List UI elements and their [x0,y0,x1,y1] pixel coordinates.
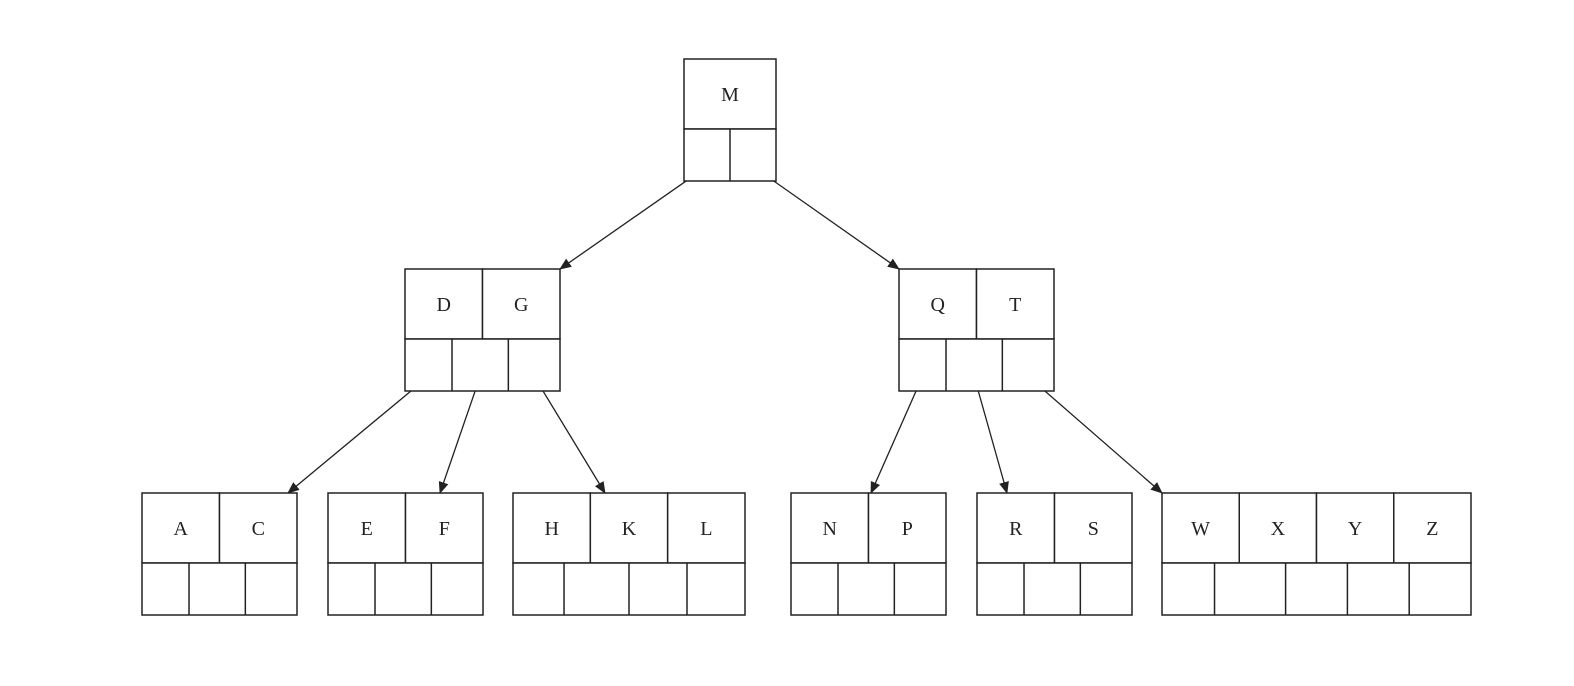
key-label-z: Z [1426,518,1438,540]
edge-dg-to-ac [287,375,429,494]
key-cell [327,492,407,564]
key-cell [666,492,746,564]
key-cell [1161,492,1240,564]
key-label-p: P [902,518,913,540]
key-label-e: E [361,518,373,540]
key-cell [867,492,947,564]
key-label-d: D [437,294,451,316]
key-cell [683,58,777,130]
key-cell [512,492,592,564]
key-label-k: K [622,518,637,540]
key-cell [975,268,1055,340]
pointer-row [141,562,298,616]
key-cell [898,268,978,340]
key-label-m: M [721,84,739,106]
key-cell [1053,492,1133,564]
key-label-w: W [1191,518,1210,540]
edges-layer [287,165,1163,494]
key-cell [1238,492,1318,564]
edge-root-to-qt [752,165,900,270]
edge-dg-to-ef [438,376,481,494]
key-label-t: T [1009,294,1021,316]
key-label-q: Q [931,294,946,316]
edge-root-to-dg [559,165,708,270]
key-label-s: S [1088,518,1099,540]
tree-node-wxyz: W X Y Z [1161,492,1472,616]
pointer-row [1161,562,1472,616]
key-cell [404,492,484,564]
key-label-l: L [700,518,712,540]
key-label-c: C [252,518,265,540]
key-cell [218,492,298,564]
key-label-g: G [514,294,528,316]
key-label-a: A [174,518,189,540]
pointer-row [898,338,1055,392]
edge-qt-to-rs [973,376,1009,494]
key-label-x: X [1271,518,1286,540]
pointer-row [976,562,1133,616]
key-label-h: H [544,518,558,540]
edge-dg-to-hkl [533,376,606,494]
key-cell [1315,492,1395,564]
tree-node-root: M [683,58,777,182]
key-label-y: Y [1348,518,1362,540]
key-label-n: N [823,518,837,540]
edge-qt-to-wxyz [1027,375,1163,494]
key-label-f: F [439,518,450,540]
key-cell [141,492,221,564]
edge-qt-to-np [870,376,924,494]
pointer-row [404,338,561,392]
nodes-layer: MD G Q TA C E F H K L N P R S W X Y Z [141,58,1472,616]
pointer-row [327,562,484,616]
key-label-r: R [1009,518,1023,540]
pointer-row [790,562,947,616]
